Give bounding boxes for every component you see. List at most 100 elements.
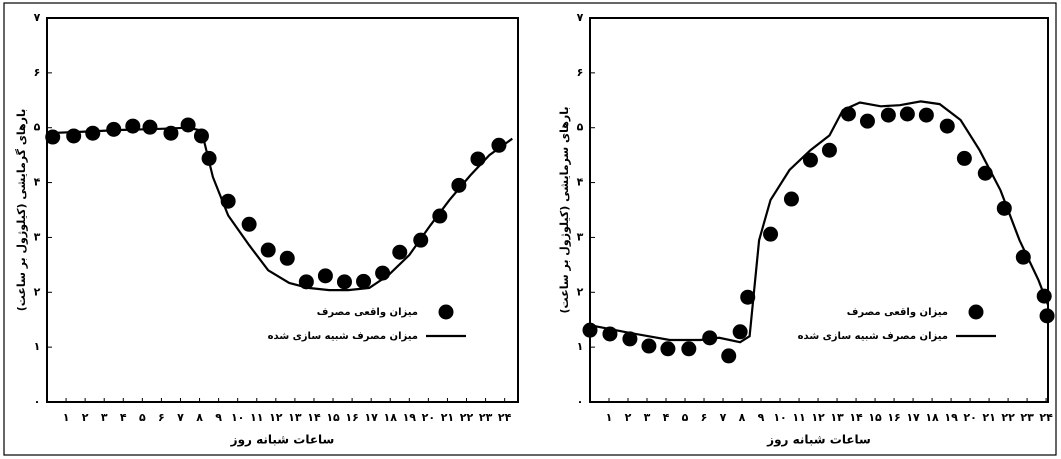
y-tick-label: ۲ — [34, 285, 41, 298]
x-tick-label: ۱۹ — [403, 411, 417, 424]
y-tick-label: ۳ — [577, 230, 584, 243]
data-point — [317, 268, 333, 284]
data-point — [85, 125, 101, 141]
y-tick-label: ۷ — [577, 11, 584, 24]
data-line — [589, 100, 1050, 344]
x-tick-label: ۹ — [215, 411, 222, 424]
outer-frame — [3, 2, 1057, 456]
x-tick-label: ۲۰ — [963, 411, 976, 424]
x-axis-title: ساعات شبانه روز — [230, 433, 335, 448]
data-point — [432, 208, 448, 224]
x-tick-label: ۳ — [101, 411, 108, 424]
x-tick-label: ۷ — [720, 411, 727, 424]
x-tick-label: ۱۷ — [364, 411, 378, 424]
plot-frame — [589, 17, 1049, 403]
x-tick-label: ۷ — [177, 411, 184, 424]
y-axis-title: بارهای گرمایشی (کیلوژول بر ساعت) — [15, 109, 28, 312]
data-point — [260, 242, 276, 258]
x-tick-label: ۳ — [644, 411, 651, 424]
data-point — [880, 107, 896, 123]
x-tick-label: ۲ — [625, 411, 632, 424]
data-point — [125, 118, 141, 134]
x-tick-label: ۲ — [82, 411, 89, 424]
legend-label: میزان واقعی مصرف — [847, 307, 948, 318]
y-tick-label: ۰ — [577, 395, 584, 408]
x-tick-label: ۲۱ — [982, 411, 995, 424]
x-tick-label: ۲۱ — [441, 411, 454, 424]
data-point — [491, 137, 507, 153]
y-tick-label: ۰ — [34, 395, 41, 408]
x-tick-label: ۱۳ — [830, 411, 844, 424]
data-point — [821, 142, 837, 158]
x-tick-label: ۱۴ — [849, 411, 863, 424]
data-point — [622, 331, 638, 347]
data-point — [939, 118, 955, 134]
y-tick-label: ۶ — [577, 66, 584, 79]
x-tick-label: ۱۱ — [250, 411, 263, 424]
data-point — [783, 191, 799, 207]
x-tick-label: ۲۰ — [422, 411, 435, 424]
y-axis-title: بارهای سرمایشی (کیلوژول بر ساعت) — [558, 107, 571, 314]
x-tick-label: ۱۵ — [868, 411, 882, 424]
y-tick-label: ۲ — [577, 285, 584, 298]
x-tick-label: ۲۳ — [1020, 411, 1034, 424]
data-point — [899, 106, 915, 122]
x-tick-label: ۴ — [663, 411, 670, 424]
data-point — [142, 119, 158, 135]
x-tick-label: ۱ — [606, 411, 613, 424]
data-point — [193, 128, 209, 144]
x-tick-label: ۶ — [158, 411, 165, 424]
data-point — [681, 341, 697, 357]
data-point — [241, 216, 257, 232]
data-point — [1015, 249, 1031, 265]
legend-marker — [968, 304, 984, 320]
y-tick-label: ۱ — [34, 340, 41, 353]
data-point — [180, 117, 196, 133]
x-tick-label: ۸ — [739, 411, 746, 424]
x-tick-label: ۱۲ — [269, 411, 283, 424]
data-point — [279, 250, 295, 266]
y-tick-label: ۵ — [34, 121, 41, 134]
data-point — [763, 226, 779, 242]
x-tick-label: ۸ — [196, 411, 203, 424]
x-tick-label: ۱۷ — [906, 411, 920, 424]
data-point — [918, 107, 934, 123]
x-tick-label: ۱۰ — [773, 411, 786, 424]
data-point — [66, 128, 82, 144]
y-tick-label: ۱ — [577, 340, 584, 353]
data-point — [641, 338, 657, 354]
x-tick-label: ۱۱ — [792, 411, 805, 424]
x-tick-label: ۱۴ — [307, 411, 321, 424]
x-tick-label: ۱۲ — [811, 411, 825, 424]
x-tick-label: ۱۸ — [925, 411, 939, 424]
legend-label: میزان واقعی مصرف — [317, 307, 418, 318]
x-tick-label: ۱۶ — [887, 411, 900, 424]
data-point — [336, 274, 352, 290]
data-point — [859, 113, 875, 129]
legend-marker — [438, 304, 454, 320]
data-point — [392, 244, 408, 260]
data-point — [582, 322, 598, 338]
x-tick-label: ۱۹ — [944, 411, 958, 424]
y-tick-label: ۷ — [34, 11, 41, 24]
x-tick-label: ۱۳ — [288, 411, 302, 424]
y-tick-label: ۴ — [34, 176, 41, 189]
y-tick-label: ۴ — [577, 176, 584, 189]
y-tick-label: ۶ — [34, 66, 41, 79]
x-tick-label: ۱ — [63, 411, 70, 424]
x-tick-label: ۱۵ — [326, 411, 340, 424]
x-tick-label: ۲۳ — [479, 411, 493, 424]
x-tick-label: ۲۴ — [498, 411, 512, 424]
x-tick-label: ۹ — [758, 411, 765, 424]
data-point — [356, 273, 372, 289]
x-tick-label: ۵ — [139, 411, 146, 424]
y-tick-label: ۳ — [34, 230, 41, 243]
x-tick-label: ۱۰ — [231, 411, 244, 424]
x-tick-label: ۵ — [682, 411, 689, 424]
x-tick-label: ۲۴ — [1039, 411, 1053, 424]
data-point — [451, 177, 467, 193]
data-point — [956, 150, 972, 166]
plot-frame — [46, 17, 519, 403]
data-point — [660, 341, 676, 357]
